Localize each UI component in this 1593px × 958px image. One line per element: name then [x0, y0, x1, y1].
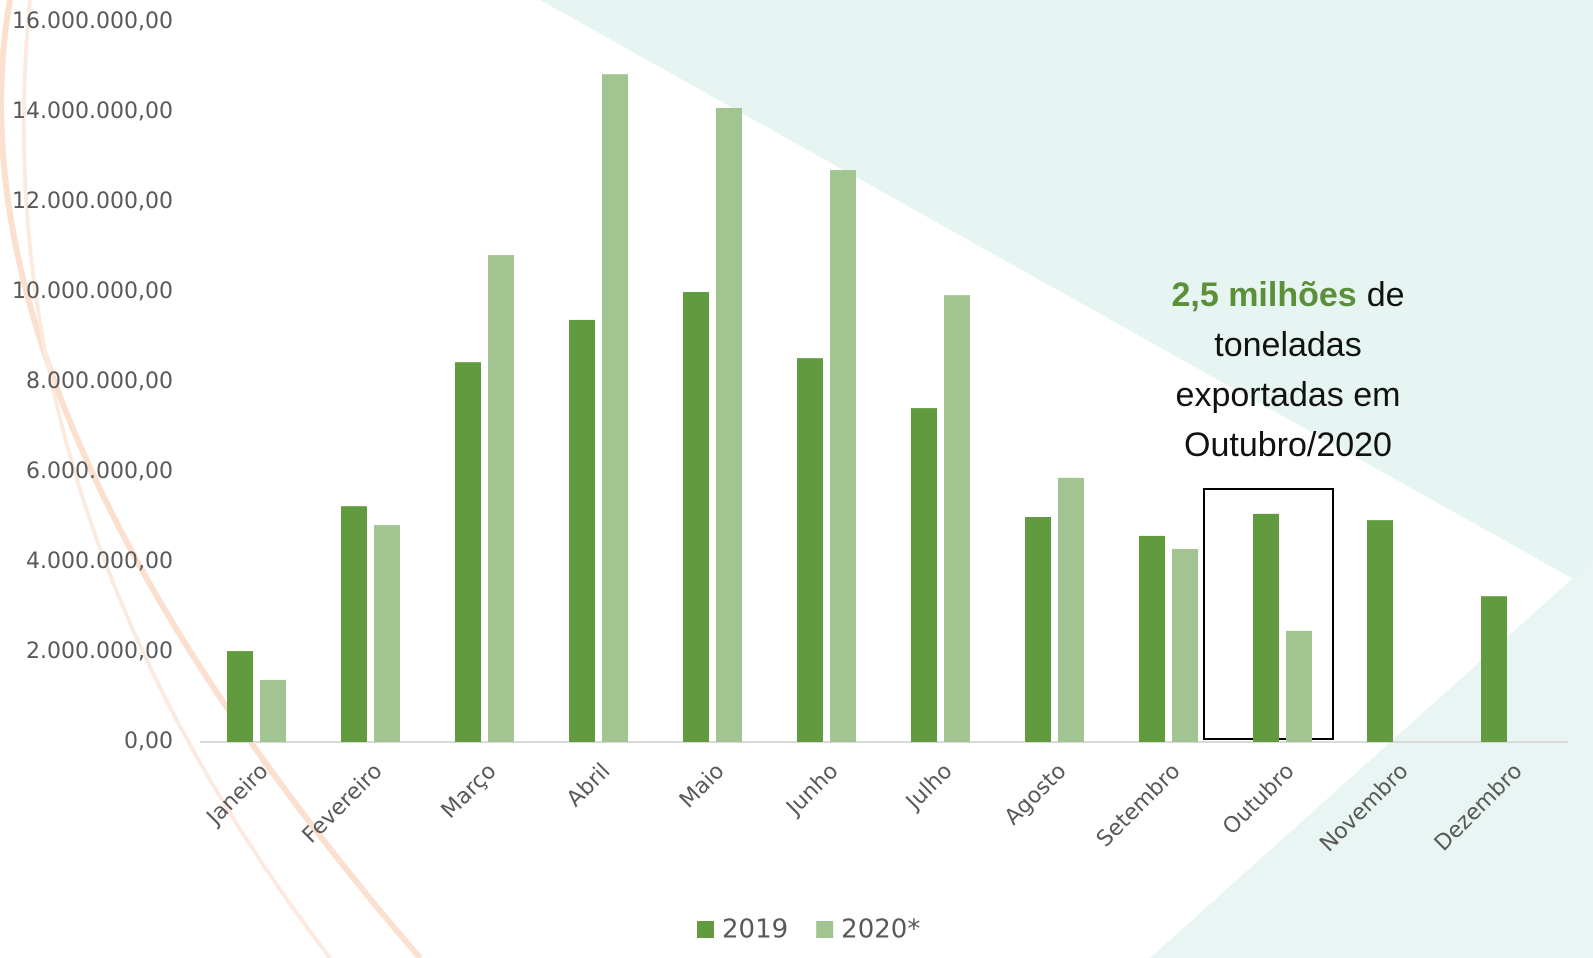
y-tick-label: 0,00 — [124, 729, 173, 754]
y-tick-label: 12.000.000,00 — [12, 189, 173, 214]
y-tick-label: 6.000.000,00 — [26, 459, 173, 484]
bar — [1481, 596, 1507, 742]
bar — [830, 170, 856, 743]
x-tick-label: Março — [437, 759, 502, 824]
background-arc — [0, 0, 423, 958]
annotation-text: Outubro/2020 — [1184, 426, 1392, 464]
x-tick-label: Fevereiro — [298, 759, 388, 849]
x-tick-label: Setembro — [1092, 759, 1185, 852]
y-tick-label: 16.000.000,00 — [12, 9, 173, 34]
bar — [1286, 630, 1312, 742]
legend-label: 2020* — [841, 915, 920, 945]
annotation-text: exportadas em — [1176, 376, 1401, 414]
legend-label: 2019 — [722, 915, 788, 945]
bar — [797, 358, 823, 742]
bar — [944, 295, 970, 742]
x-tick-label: Junho — [781, 759, 844, 822]
bar — [716, 107, 742, 742]
y-tick-label: 14.000.000,00 — [12, 99, 173, 124]
background-shape — [540, 0, 1593, 590]
bar — [1058, 477, 1084, 742]
y-tick-label: 2.000.000,00 — [26, 639, 173, 664]
bar — [683, 292, 709, 742]
bar — [455, 362, 481, 742]
legend-swatch — [697, 921, 714, 938]
annotation: 2,5 milhões de toneladas exportadas em Outub… — [1171, 276, 1404, 464]
bar — [374, 525, 400, 742]
annotation-highlight: 2,5 milhões — [1171, 276, 1356, 314]
x-tick-label: Maio — [675, 759, 729, 813]
bar — [569, 319, 595, 742]
bar — [602, 74, 628, 742]
y-tick-label: 8.000.000,00 — [26, 369, 173, 394]
bar — [1253, 513, 1279, 742]
bar — [227, 651, 253, 742]
x-tick-label: Abril — [562, 759, 615, 812]
annotation-text: de — [1367, 276, 1405, 314]
x-tick-label: Outubro — [1218, 759, 1299, 840]
bar — [488, 255, 514, 742]
bar — [1172, 548, 1198, 742]
bar — [911, 408, 937, 742]
annotation-text: toneladas — [1214, 326, 1361, 364]
x-tick-label: Agosto — [1000, 759, 1071, 830]
x-tick-label: Janeiro — [201, 759, 274, 832]
bar — [1139, 535, 1165, 742]
legend-swatch — [816, 921, 834, 938]
bar — [260, 679, 286, 742]
bar — [1367, 520, 1393, 742]
background-arc — [21, 0, 332, 958]
y-tick-label: 4.000.000,00 — [26, 549, 173, 574]
x-tick-label: Julho — [900, 759, 957, 816]
y-tick-label: 10.000.000,00 — [12, 279, 173, 304]
bar — [1025, 517, 1051, 742]
bar — [341, 506, 367, 742]
